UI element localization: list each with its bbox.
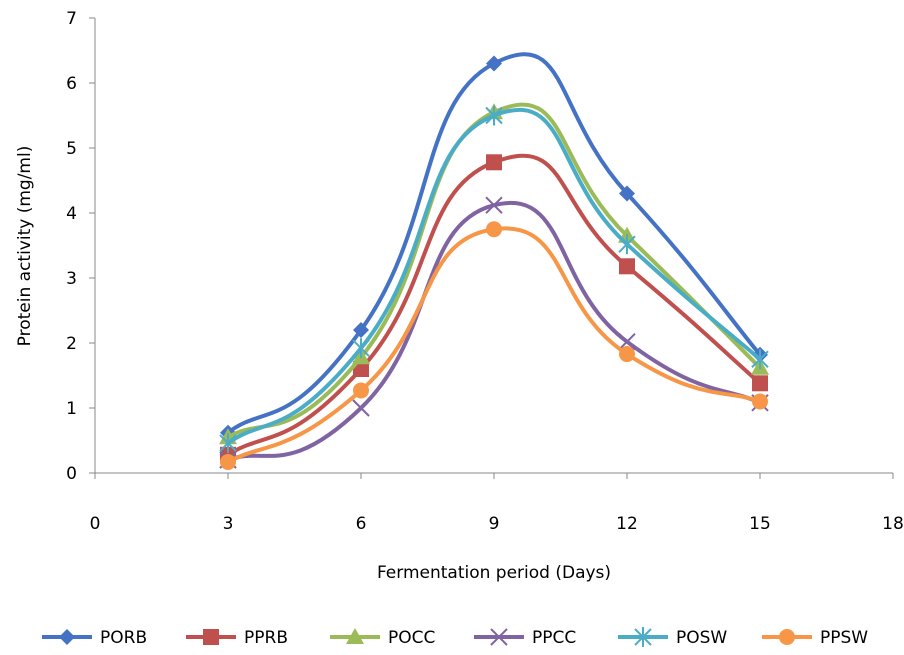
data-point-ppcc	[485, 196, 503, 214]
legend-marker-porb	[59, 629, 75, 645]
series-line-ppsw	[226, 226, 762, 464]
y-tick-label: 3	[66, 269, 77, 289]
data-point-porb	[486, 55, 502, 72]
legend-marker-pprb	[203, 629, 219, 645]
legend-item-ppcc: PPCC	[474, 628, 576, 648]
data-point-ppsw	[220, 453, 236, 470]
data-point-posw	[751, 349, 769, 370]
data-point-ppsw	[619, 346, 635, 363]
data-point-porb	[353, 322, 369, 338]
series-line-ppcc	[226, 201, 762, 462]
y-axis-title: Protein activity (mg/ml)	[15, 146, 35, 347]
data-point-pprb	[486, 154, 502, 171]
x-axis-title: Fermentation period (Days)	[377, 563, 611, 583]
data-point-pprb	[752, 375, 768, 392]
legend-label-posw: POSW	[676, 628, 727, 648]
series-ppcc	[219, 196, 769, 469]
x-tick-label: 18	[882, 514, 904, 534]
data-point-ppcc	[352, 399, 370, 417]
x-tick-label: 6	[356, 514, 367, 534]
legend-label-pprb: PPRB	[244, 628, 288, 648]
legend-label-pocc: POCC	[388, 628, 435, 648]
data-point-posw	[485, 105, 503, 126]
data-point-ppsw	[752, 393, 768, 410]
legend-label-ppsw: PPSW	[820, 628, 868, 648]
data-point-porb	[619, 185, 635, 202]
y-tick-label: 5	[66, 139, 77, 159]
series-posw	[219, 105, 769, 454]
data-point-posw	[219, 433, 237, 454]
data-point-posw	[618, 234, 636, 255]
legend-marker-ppsw	[779, 629, 795, 645]
data-point-posw	[352, 338, 370, 359]
legend-marker-pocc	[346, 628, 364, 644]
series-pprb	[220, 153, 768, 463]
data-point-ppsw	[353, 382, 369, 399]
data-point-ppsw	[486, 221, 502, 238]
y-tick-label: 2	[66, 334, 77, 354]
x-tick-label: 0	[90, 514, 101, 534]
legend-item-pprb: PPRB	[186, 628, 288, 648]
legend-item-ppsw: PPSW	[762, 628, 868, 648]
y-tick-label: 0	[66, 464, 77, 484]
x-tick-label: 12	[616, 514, 638, 534]
legend-marker-posw	[634, 627, 652, 647]
series-ppsw	[220, 221, 768, 470]
data-point-pprb	[619, 258, 635, 275]
legend-item-porb: PORB	[42, 628, 147, 648]
legend-label-ppcc: PPCC	[532, 628, 576, 648]
data-point-ppcc	[618, 332, 636, 351]
x-tick-label: 3	[223, 514, 234, 534]
y-tick-label: 7	[66, 9, 77, 29]
legend: PORB PPRB POCC PPCC POSW PPSW	[42, 627, 868, 648]
legend-item-pocc: POCC	[330, 628, 435, 648]
x-tick-label: 15	[749, 514, 771, 534]
y-tick-label: 6	[66, 74, 77, 94]
y-tick-label: 1	[66, 399, 77, 419]
legend-label-porb: PORB	[100, 628, 147, 648]
x-tick-label: 9	[489, 514, 500, 534]
legend-item-posw: POSW	[618, 627, 727, 648]
legend-marker-ppcc	[490, 628, 508, 646]
y-tick-label: 4	[66, 204, 77, 224]
series-layer	[219, 52, 769, 470]
